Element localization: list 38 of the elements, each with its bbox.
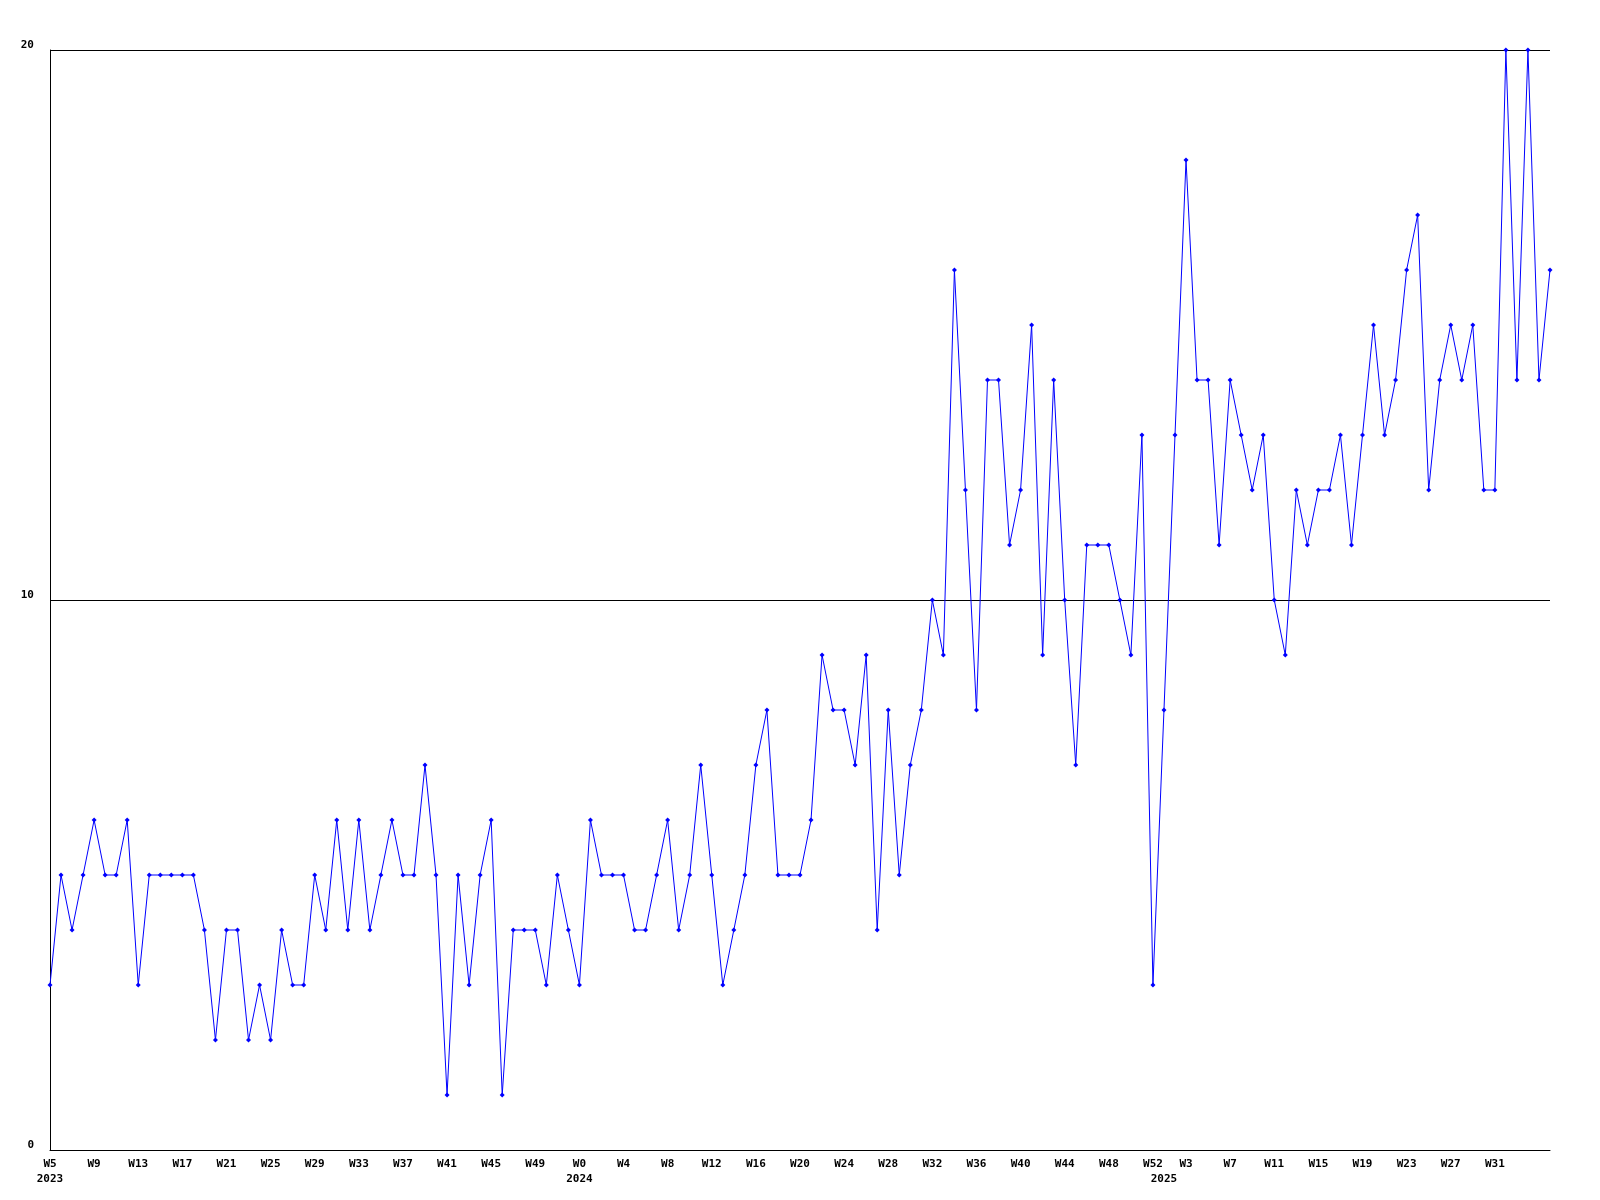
x-tick-label: W52 [1143,1157,1163,1170]
x-tick-label: W17 [172,1157,193,1170]
x-tick-label: W27 [1440,1157,1461,1170]
x-tick-label: W7 [1223,1157,1237,1170]
x-tick-label: W45 [481,1157,502,1170]
x-tick-label: W11 [1264,1157,1285,1170]
x-tick-label: W5 2023 [36,1157,64,1185]
x-tick-label: W24 [834,1157,855,1170]
x-tick-label: W4 [616,1157,631,1170]
x-tick-label: W49 [525,1157,546,1170]
x-tick-label: W41 [437,1157,458,1170]
x-tick-label: W48 [1098,1157,1119,1170]
x-tick-label: W32 [922,1157,943,1170]
x-tick-label: W36 [966,1157,987,1170]
y-tick-label: 20 [20,38,34,51]
x-tick-label: W33 [348,1157,369,1170]
x-tick-label: W21 [216,1157,237,1170]
x-tick-label: W0 2024 [566,1157,594,1185]
x-tick-label: W19 [1352,1157,1373,1170]
x-tick-label: W16 [745,1157,767,1170]
y-tick-label: 0 [27,1138,34,1151]
x-tick-label: W9 [87,1157,101,1170]
x-tick-label: W44 [1054,1157,1076,1170]
x-tick-label: W31 [1484,1157,1506,1170]
x-tick-label: 2025 [1150,1172,1178,1185]
x-tick-label: W25 [260,1157,281,1170]
y-tick-label: 10 [20,588,34,601]
x-tick-label: W28 [878,1157,899,1170]
x-tick-label: W12 [701,1157,722,1170]
x-tick-label: W20 [790,1157,810,1170]
x-tick-label: W23 [1396,1157,1417,1170]
x-tick-label: W37 [393,1157,413,1170]
x-tick-label: W15 [1308,1157,1329,1170]
x-tick-label: W8 [661,1157,675,1170]
x-tick-label: W13 [128,1157,149,1170]
x-tick-label: W40 [1010,1157,1031,1170]
x-tick-label: W29 [304,1157,325,1170]
x-tick-label: W3 [1179,1157,1193,1170]
